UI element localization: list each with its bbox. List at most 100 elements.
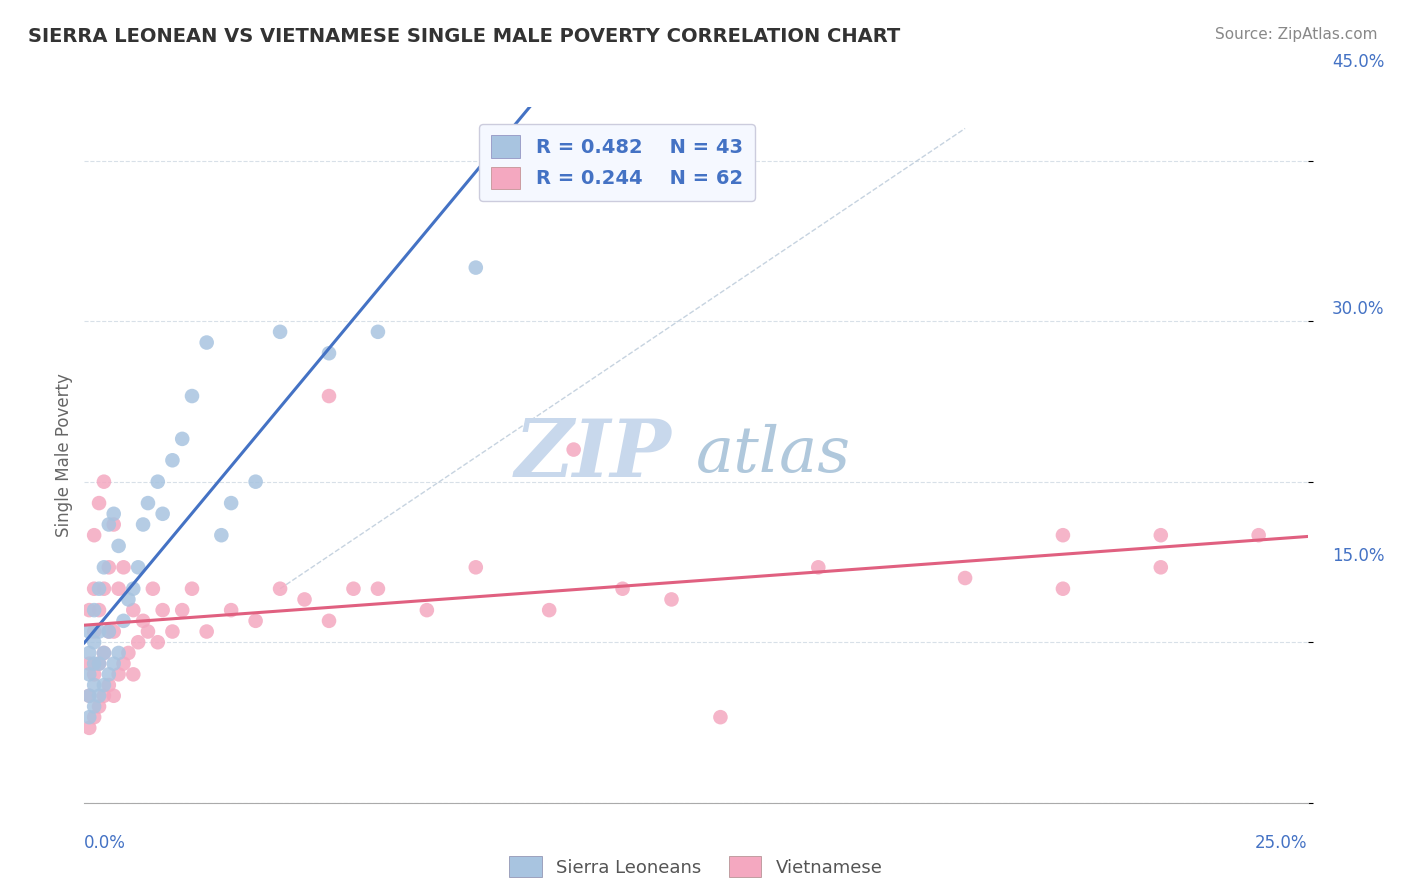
Point bbox=[107, 646, 129, 660]
Point bbox=[77, 710, 100, 724]
Point bbox=[152, 603, 174, 617]
Point bbox=[1052, 582, 1074, 596]
Text: atlas: atlas bbox=[696, 424, 851, 486]
Point bbox=[162, 453, 184, 467]
Point bbox=[416, 603, 439, 617]
Point bbox=[87, 657, 110, 671]
Point bbox=[77, 624, 100, 639]
Point bbox=[83, 678, 105, 692]
Point bbox=[87, 603, 110, 617]
Point bbox=[103, 507, 125, 521]
Point bbox=[107, 539, 129, 553]
Point bbox=[127, 635, 149, 649]
Point bbox=[464, 260, 486, 275]
Point bbox=[112, 560, 135, 574]
Point bbox=[87, 689, 110, 703]
Point bbox=[122, 582, 145, 596]
Point bbox=[152, 507, 174, 521]
Point bbox=[538, 603, 561, 617]
Point bbox=[103, 624, 125, 639]
Point bbox=[97, 667, 120, 681]
Point bbox=[245, 614, 267, 628]
Point bbox=[83, 624, 105, 639]
Point bbox=[93, 560, 115, 574]
Point bbox=[77, 667, 100, 681]
Y-axis label: Single Male Poverty: Single Male Poverty bbox=[55, 373, 73, 537]
Point bbox=[195, 335, 218, 350]
Point bbox=[77, 689, 100, 703]
Point bbox=[87, 496, 110, 510]
Point bbox=[112, 614, 135, 628]
Point bbox=[93, 689, 115, 703]
Point bbox=[136, 496, 159, 510]
Point bbox=[87, 582, 110, 596]
Point bbox=[87, 657, 110, 671]
Point bbox=[245, 475, 267, 489]
Point bbox=[172, 603, 194, 617]
Point bbox=[93, 646, 115, 660]
Point bbox=[269, 582, 291, 596]
Point bbox=[83, 635, 105, 649]
Point bbox=[117, 646, 139, 660]
Point bbox=[342, 582, 364, 596]
Point bbox=[122, 667, 145, 681]
Text: 0.0%: 0.0% bbox=[84, 834, 127, 852]
Point bbox=[219, 496, 242, 510]
Point bbox=[269, 325, 291, 339]
Point bbox=[103, 657, 125, 671]
Point bbox=[97, 678, 120, 692]
Text: 25.0%: 25.0% bbox=[1256, 834, 1308, 852]
Point bbox=[1052, 528, 1074, 542]
Point bbox=[132, 614, 155, 628]
Point bbox=[142, 582, 165, 596]
Text: SIERRA LEONEAN VS VIETNAMESE SINGLE MALE POVERTY CORRELATION CHART: SIERRA LEONEAN VS VIETNAMESE SINGLE MALE… bbox=[28, 27, 900, 45]
Point bbox=[1150, 528, 1173, 542]
Point bbox=[181, 389, 204, 403]
Point bbox=[87, 624, 110, 639]
Text: Source: ZipAtlas.com: Source: ZipAtlas.com bbox=[1215, 27, 1378, 42]
Point bbox=[103, 689, 125, 703]
Point bbox=[612, 582, 634, 596]
Point bbox=[83, 582, 105, 596]
Point bbox=[77, 603, 100, 617]
Point bbox=[112, 657, 135, 671]
Point bbox=[77, 646, 100, 660]
Point bbox=[172, 432, 194, 446]
Text: 45.0%: 45.0% bbox=[1331, 53, 1385, 70]
Point bbox=[97, 624, 120, 639]
Point bbox=[97, 624, 120, 639]
Point bbox=[103, 517, 125, 532]
Point bbox=[146, 475, 169, 489]
Point bbox=[464, 560, 486, 574]
Point bbox=[318, 614, 340, 628]
Point bbox=[709, 710, 731, 724]
Point bbox=[93, 646, 115, 660]
Point bbox=[953, 571, 976, 585]
Point bbox=[136, 624, 159, 639]
Point bbox=[97, 560, 120, 574]
Point bbox=[367, 582, 389, 596]
Point bbox=[195, 624, 218, 639]
Point bbox=[117, 592, 139, 607]
Point bbox=[83, 528, 105, 542]
Point bbox=[562, 442, 585, 457]
Point bbox=[367, 325, 389, 339]
Point bbox=[1150, 560, 1173, 574]
Point bbox=[807, 560, 830, 574]
Text: ZIP: ZIP bbox=[515, 417, 672, 493]
Point bbox=[97, 517, 120, 532]
Point bbox=[107, 582, 129, 596]
Point bbox=[294, 592, 316, 607]
Point bbox=[93, 582, 115, 596]
Point bbox=[93, 475, 115, 489]
Point bbox=[87, 699, 110, 714]
Text: 15.0%: 15.0% bbox=[1331, 547, 1385, 565]
Point bbox=[83, 603, 105, 617]
Legend: R = 0.482    N = 43, R = 0.244    N = 62: R = 0.482 N = 43, R = 0.244 N = 62 bbox=[479, 124, 755, 201]
Point bbox=[318, 346, 340, 360]
Point bbox=[83, 667, 105, 681]
Point bbox=[162, 624, 184, 639]
Point bbox=[146, 635, 169, 649]
Point bbox=[219, 603, 242, 617]
Point bbox=[83, 657, 105, 671]
